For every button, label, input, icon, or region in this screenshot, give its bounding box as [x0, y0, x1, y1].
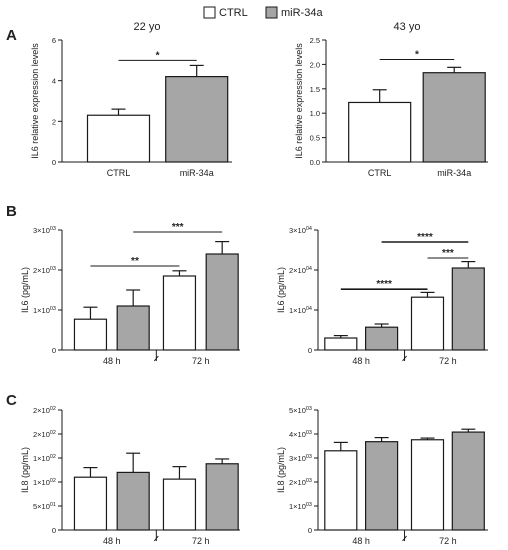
legend-label-mir: miR-34a	[281, 7, 323, 19]
bar-mir-34a	[365, 326, 399, 351]
legend-swatch-ctrl	[203, 6, 216, 19]
bar-mir-34a	[422, 72, 486, 163]
y-tick-label: 0	[308, 526, 312, 535]
y-tick-label: 2×1004	[289, 266, 312, 275]
y-axis-label: IL6 relative expression levels	[30, 43, 40, 159]
axis-break	[153, 355, 159, 362]
bar-ctrl	[73, 318, 108, 351]
bar-mir-34a	[116, 471, 150, 531]
x-tick-label: CTRL	[368, 168, 392, 178]
bar-mir-34a	[365, 441, 399, 531]
y-tick-label: 1×1004	[289, 306, 312, 315]
bar-ctrl	[410, 439, 445, 531]
group-label: 72 h	[439, 356, 457, 366]
y-tick-label: 4×1003	[289, 430, 312, 439]
bar-mir-34a	[165, 75, 229, 163]
y-tick-label: 1.5	[310, 85, 320, 94]
y-axis-label: IL8 (pg/mL)	[20, 447, 30, 493]
y-tick-label: 4	[52, 77, 56, 86]
y-tick-label: 1.0	[310, 109, 320, 118]
y-tick-label: 3×1003	[33, 226, 56, 235]
bar-ctrl	[348, 101, 412, 163]
group-label: 48 h	[103, 356, 121, 366]
x-tick-label: miR-34a	[437, 168, 471, 178]
axis-break	[402, 355, 407, 362]
bar-mir-34a	[205, 253, 239, 351]
significance-label: ***	[172, 222, 184, 233]
legend: CTRL miR-34a	[203, 6, 323, 19]
y-tick-label: 0	[52, 526, 56, 535]
y-tick-label: 0	[308, 346, 312, 355]
axis-break	[402, 535, 407, 542]
legend-label-ctrl: CTRL	[219, 7, 248, 19]
y-tick-label: 2×1002	[33, 430, 56, 439]
chart-a2: 43 yo IL6 relative expression levels 0.0 0.…	[294, 21, 488, 178]
y-axis-label: IL6 relative expression levels	[294, 43, 304, 159]
significance-label: *	[415, 50, 419, 61]
group-label: 72 h	[192, 356, 210, 366]
bar-ctrl	[86, 114, 151, 163]
y-tick-label: 1×1002	[33, 454, 56, 463]
bar-ctrl	[162, 478, 197, 531]
charts-layer: 22 yo IL6 relative expression levels 0 2 4 6 C…	[20, 21, 488, 546]
y-tick-label: 1×1003	[289, 502, 312, 511]
x-tick-label: miR-34a	[180, 168, 214, 178]
y-tick-label: 2×1003	[33, 266, 56, 275]
chart-c2: IL8 (pg/mL) 0 1×1003 2×1003 3×1003 4×1003 5×10…	[276, 406, 488, 546]
x-tick-label: CTRL	[107, 168, 131, 178]
significance-label: *	[156, 50, 160, 61]
chart-b1: IL6 (pg/mL) 0 1×1003 2×1003 3×1003 48 h 72 h **…	[20, 222, 240, 366]
y-tick-label: 2.5	[310, 36, 320, 45]
panel-letter-b: B	[6, 203, 17, 220]
y-tick-label: 2×1003	[289, 478, 312, 487]
y-axis-label: IL6 (pg/mL)	[20, 267, 30, 313]
chart-b2: IL6 (pg/mL) 0 1×1004 2×1004 3×1004 48 h 72 h **…	[276, 226, 488, 366]
bar-mir-34a	[116, 305, 150, 351]
y-tick-label: 2.0	[310, 60, 320, 69]
chart-a1: 22 yo IL6 relative expression levels 0 2 4 6 C…	[30, 21, 232, 178]
bar-ctrl	[162, 275, 197, 351]
y-tick-label: 0	[52, 346, 56, 355]
group-label: 48 h	[103, 536, 121, 546]
y-axis-label: IL6 (pg/mL)	[276, 267, 286, 313]
bar-mir-34a	[451, 431, 485, 531]
y-tick-label: 5×1001	[33, 502, 56, 511]
y-tick-label: 1×1002	[33, 478, 56, 487]
significance-label: ****	[417, 232, 433, 243]
group-label: 48 h	[352, 536, 370, 546]
y-tick-label: 3×1004	[289, 226, 312, 235]
significance-label: ****	[376, 279, 392, 290]
panel-letter-c: C	[6, 392, 17, 409]
significance-label: **	[131, 256, 139, 267]
y-tick-label: 5×1003	[289, 406, 312, 415]
bar-ctrl	[324, 450, 358, 531]
chart-title: 43 yo	[394, 21, 421, 33]
y-tick-label: 0	[52, 158, 56, 167]
significance-label: ***	[442, 248, 454, 259]
bar-mir-34a	[451, 267, 485, 351]
panel-letter-a: A	[6, 27, 17, 44]
y-axis-label: IL8 (pg/mL)	[276, 447, 286, 493]
bar-ctrl	[410, 296, 445, 351]
y-tick-label: 2×1002	[33, 406, 56, 415]
y-tick-label: 2	[52, 117, 56, 126]
chart-c1: IL8 (pg/mL) 0 5×1001 1×1002 1×1002 2×1002 2×10…	[20, 406, 240, 546]
bar-ctrl	[73, 476, 108, 531]
y-tick-label: 6	[52, 36, 56, 45]
axis-break	[153, 535, 159, 542]
y-tick-label: 3×1003	[289, 454, 312, 463]
y-tick-label: 1×1003	[33, 306, 56, 315]
y-tick-label: 0.5	[310, 134, 320, 143]
legend-swatch-mir	[265, 6, 278, 19]
chart-title: 22 yo	[134, 21, 161, 33]
group-label: 48 h	[352, 356, 370, 366]
group-label: 72 h	[439, 536, 457, 546]
bar-mir-34a	[205, 463, 239, 531]
group-label: 72 h	[192, 536, 210, 546]
bar-ctrl	[324, 337, 358, 351]
y-tick-label: 0.0	[310, 158, 320, 167]
